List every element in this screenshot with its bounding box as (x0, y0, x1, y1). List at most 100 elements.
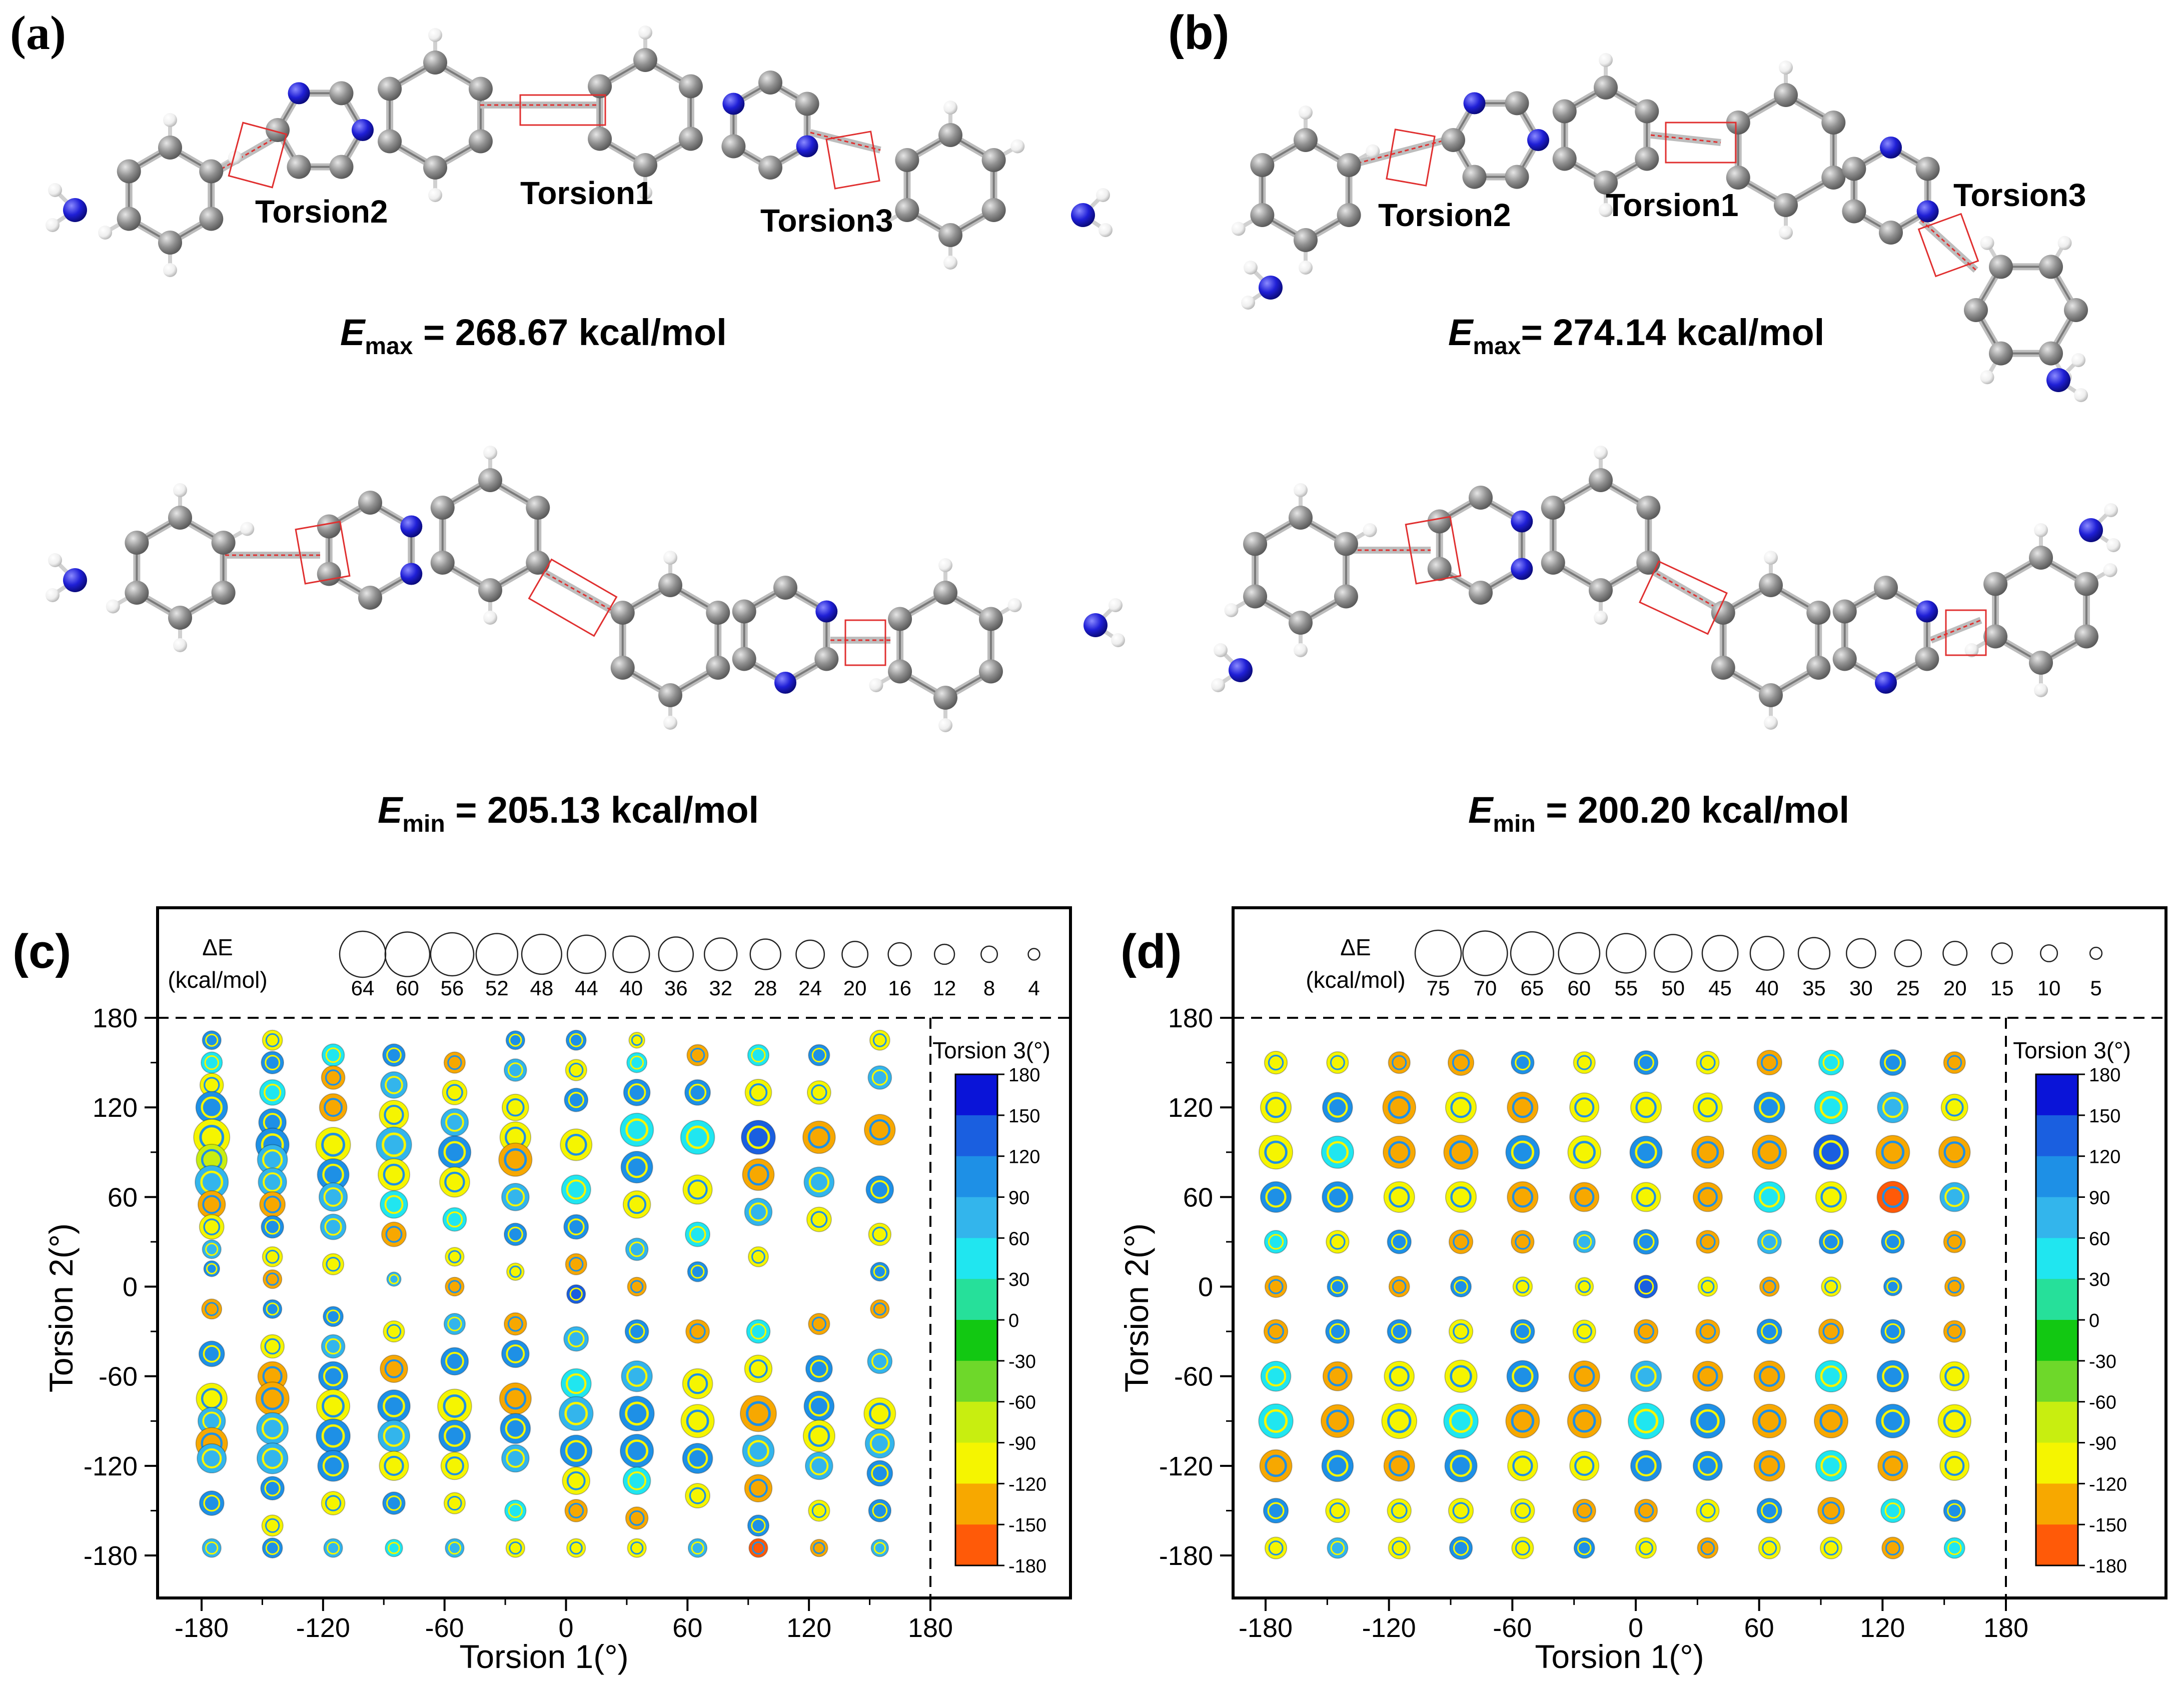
hydrogen-atom (428, 28, 442, 42)
y-tick-label: 180 (93, 1003, 138, 1033)
data-point-ring (1450, 1454, 1472, 1477)
data-point (1448, 1229, 1474, 1254)
data-point (806, 1206, 832, 1232)
data-point (1758, 1536, 1781, 1559)
nitrogen-atom (1916, 200, 1939, 223)
hydrogen-atom (1294, 483, 1308, 497)
torsion-bond (1930, 619, 1981, 641)
size-legend-circle (475, 933, 519, 976)
hydrogen-atom (1299, 106, 1313, 120)
torsion-bond (540, 569, 621, 616)
carbon-atom (1334, 584, 1358, 609)
carbon-atom (1294, 228, 1318, 252)
carbon-atom (2074, 624, 2098, 649)
torsion-bond (1650, 134, 1721, 144)
data-point (619, 1112, 654, 1147)
data-point (318, 1182, 348, 1212)
data-point-ring (870, 1180, 889, 1199)
data-point-ring (630, 1541, 644, 1555)
size-legend-circle (1797, 937, 1831, 970)
data-point (620, 1150, 653, 1184)
data-point (1260, 1181, 1292, 1213)
data-point-ring (1700, 1540, 1715, 1555)
hydrogen-atom (163, 113, 177, 127)
data-point (1939, 1361, 1970, 1391)
colorbar-tick-label: 150 (1008, 1106, 1040, 1127)
size-legend-circle (1606, 933, 1647, 974)
data-point (867, 1348, 893, 1374)
data-point-ring (205, 1242, 219, 1256)
data-point-ring (205, 1541, 219, 1555)
data-point-ring (569, 1287, 583, 1301)
data-point-ring (1947, 1324, 1962, 1339)
carbon-atom (795, 92, 819, 116)
data-point-ring (321, 1424, 345, 1448)
hydrogen-atom (1980, 370, 1994, 385)
data-point-ring (445, 1351, 464, 1371)
data-point-ring (1824, 1279, 1838, 1294)
carbon-atom (117, 207, 141, 231)
torsion-marker (1665, 122, 1737, 164)
data-point (865, 1175, 894, 1204)
data-point (680, 1404, 715, 1438)
hydrogen-atom (938, 718, 952, 732)
data-point-ring (202, 1448, 222, 1469)
data-point-ring (1330, 1279, 1345, 1294)
data-point-ring (749, 1359, 768, 1378)
data-point (1320, 1404, 1355, 1438)
data-point (810, 1538, 828, 1557)
data-point (1507, 1181, 1539, 1213)
data-point (381, 1221, 407, 1247)
colorbar-segment (955, 1442, 997, 1484)
nitrogen-atom (1527, 129, 1549, 151)
data-point-ring (746, 1401, 771, 1426)
data-point (1445, 1181, 1477, 1213)
y-axis-label: Torsion 2(°) (1118, 1223, 1155, 1392)
data-point (1506, 1360, 1539, 1393)
amine-nitrogen (1229, 658, 1253, 682)
data-point-ring (750, 1323, 767, 1340)
data-point-ring (324, 1218, 342, 1236)
data-point-ring (1268, 1279, 1284, 1294)
hydrogen-atom (938, 558, 952, 572)
hydrogen-atom (1241, 296, 1255, 310)
carbon-atom (211, 531, 236, 555)
data-point-ring (627, 1471, 647, 1490)
data-point-ring (1392, 1055, 1407, 1070)
data-point-ring (384, 1455, 404, 1476)
data-point (202, 1030, 222, 1050)
data-point-ring (1389, 1366, 1410, 1387)
data-point-ring (1697, 1366, 1718, 1387)
colorbar-segment (955, 1197, 997, 1239)
data-point (562, 1466, 591, 1495)
carbon-atom (526, 496, 550, 520)
data-point (1387, 1498, 1412, 1523)
data-point-ring (383, 1395, 405, 1417)
data-point-ring (1885, 1540, 1900, 1556)
carbon-atom (1635, 147, 1659, 171)
carbon-atom (358, 586, 382, 610)
carbon-atom (2029, 546, 2053, 570)
data-point (1630, 1091, 1662, 1123)
size-legend-circle (980, 945, 998, 963)
x-tick-label: 60 (1744, 1613, 1774, 1643)
atoms (46, 446, 1125, 732)
y-tick-label: -60 (1174, 1362, 1213, 1392)
amine-nitrogen (2046, 368, 2070, 392)
hydrogen-atom (228, 151, 242, 165)
carbon-atom (888, 607, 912, 631)
data-point-ring (1882, 1365, 1904, 1387)
torsion-label-a-2: Torsion2 (255, 194, 388, 230)
torsion-label-a-3: Torsion3 (760, 203, 893, 239)
data-point (1507, 1091, 1539, 1123)
data-point-ring (749, 1083, 768, 1102)
hydrogen-atom (943, 101, 957, 115)
colorbar-tick-label: 90 (1008, 1188, 1029, 1209)
size-legend-value: 36 (664, 976, 688, 1000)
data-point-ring (1638, 1054, 1654, 1071)
data-point (498, 1142, 533, 1177)
data-point-ring (1265, 1454, 1287, 1477)
data-point (1696, 1230, 1720, 1254)
carbon-atom (1541, 551, 1565, 575)
data-point-ring (1574, 1365, 1595, 1387)
